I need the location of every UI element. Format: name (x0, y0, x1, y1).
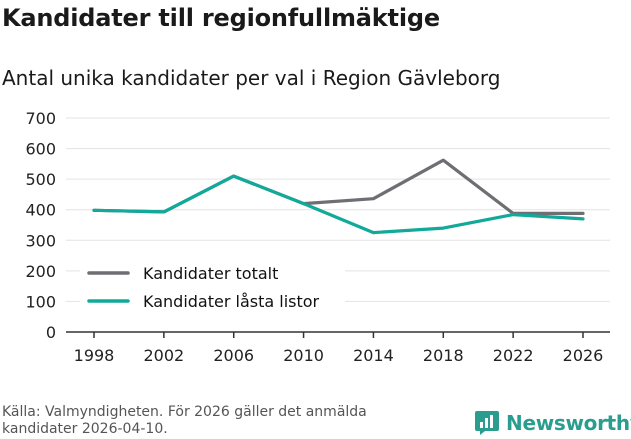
y-axis: 0 100 200 300 400 500 600 700 (25, 109, 56, 342)
legend: Kandidater totalt Kandidater låsta listor (80, 260, 345, 318)
line-chart: 0 100 200 300 400 500 600 700 1998 2002 2006 2010 2… (25, 109, 610, 365)
legend-label-1: Kandidater totalt (143, 264, 278, 283)
x-tick-label-2022: 2022 (493, 346, 534, 365)
x-tick-label-2002: 2002 (143, 346, 184, 365)
x-tick-label-2014: 2014 (353, 346, 394, 365)
newsworthy-logo-icon (475, 411, 499, 435)
newsworthy-logo-text: Newsworthy (506, 411, 631, 435)
source-note: Källa: Valmyndigheten. För 2026 gäller d… (2, 404, 367, 437)
chart-title: Kandidater till regionfullmäktige (2, 4, 440, 32)
series-lines (92, 158, 585, 235)
series-line-1 (92, 158, 585, 215)
chart-subtitle: Antal unika kandidater per val i Region … (2, 66, 501, 90)
x-tick-label-1998: 1998 (74, 346, 115, 365)
x-tick-label-2006: 2006 (213, 346, 254, 365)
y-tick-label-300: 300 (25, 231, 56, 250)
newsworthy-logo: Newsworthy (474, 408, 631, 438)
y-tick-label-600: 600 (25, 140, 56, 159)
y-tick-label-500: 500 (25, 170, 56, 189)
y-tick-label-700: 700 (25, 109, 56, 128)
x-tick-label-2010: 2010 (283, 346, 324, 365)
legend-background (80, 260, 345, 318)
series-line-2 (92, 174, 585, 235)
y-tick-label-200: 200 (25, 262, 56, 281)
x-tick-label-2026: 2026 (563, 346, 604, 365)
legend-label-2: Kandidater låsta listor (143, 292, 320, 311)
y-tick-label-400: 400 (25, 201, 56, 220)
x-tick-label-2018: 2018 (423, 346, 464, 365)
y-tick-label-100: 100 (25, 292, 56, 311)
y-tick-label-0: 0 (46, 323, 56, 342)
x-axis: 1998 2002 2006 2010 2014 2018 2022 2026 (66, 331, 610, 365)
